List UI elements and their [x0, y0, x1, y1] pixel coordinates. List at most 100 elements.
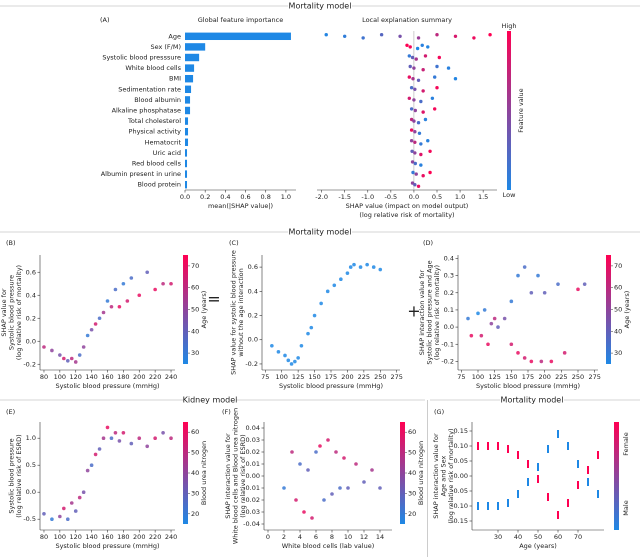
point [81, 345, 86, 349]
point [73, 509, 78, 513]
point [516, 273, 520, 278]
colorbar-high: High [502, 22, 517, 30]
point [310, 516, 314, 520]
x-tick-label: -1.0 [361, 193, 374, 201]
point [97, 316, 102, 321]
y-tick-label: 0.05 [454, 457, 468, 465]
x-tick-label: 125 [292, 373, 304, 381]
y-tick-label: -0.1 [441, 340, 454, 348]
x-tick-label: 75 [261, 373, 269, 381]
point [576, 287, 580, 292]
x-tick-label: 175 [522, 373, 534, 381]
colorbar [183, 255, 188, 364]
point [413, 130, 417, 134]
point [419, 99, 423, 104]
point [423, 54, 428, 58]
point [492, 316, 497, 321]
x-tick-label: 140 [85, 373, 97, 381]
point [50, 348, 54, 353]
point [437, 55, 442, 60]
point [412, 98, 416, 102]
operator: + [407, 302, 420, 321]
point [161, 281, 165, 286]
point [496, 325, 500, 329]
y-axis-label: Systolic blood pressure and Age [426, 260, 434, 364]
legend-label: Male [622, 500, 630, 515]
y-tick-label: -0.03 [243, 508, 260, 516]
y-tick-label: 0.10 [454, 442, 468, 450]
y-axis-label: SHAP interaction value for [432, 433, 440, 519]
y-tick-label: -0.15 [451, 517, 468, 525]
point [77, 495, 82, 500]
point [416, 36, 421, 40]
point [435, 64, 439, 69]
x-tick-label: -1.5 [338, 193, 351, 201]
y-axis-label: Systolic blood pressure [8, 438, 16, 513]
y-tick-label: -0.10 [451, 502, 468, 510]
x-tick-label: 70 [574, 533, 582, 541]
point [352, 262, 356, 267]
point [398, 34, 402, 38]
point [582, 282, 587, 286]
point [469, 333, 474, 338]
point [129, 276, 134, 280]
point [50, 517, 54, 521]
point [299, 343, 304, 348]
point [117, 439, 122, 443]
y-axis-note: (log relative risk of mortality) [433, 265, 441, 360]
point [421, 110, 425, 114]
point [409, 139, 414, 143]
x-axis-label: White blood cells (lab value) [282, 542, 375, 550]
point [378, 486, 382, 490]
point [522, 356, 527, 360]
colorbar-label: Blood urea nitrogen [200, 441, 208, 505]
point [549, 359, 554, 364]
point [318, 444, 322, 448]
y-tick-label: 0.00 [246, 472, 260, 480]
point [413, 140, 417, 144]
point [379, 33, 384, 37]
point [414, 172, 418, 176]
category-label: Alkaline phosphatase [112, 107, 181, 115]
colorbar-tick-label: 40 [614, 327, 622, 335]
point [542, 290, 547, 295]
point [423, 117, 428, 122]
colorbar-tick-label: 50 [408, 449, 416, 457]
colorbar [507, 31, 511, 190]
x-tick-label: 140 [85, 533, 97, 541]
x-tick-label: 240 [165, 373, 177, 381]
point [421, 68, 425, 72]
panel-label: (D) [423, 239, 433, 247]
category-label: BMI [169, 75, 181, 83]
y-tick-label: -0.5 [23, 515, 36, 523]
y-tick-label: -0.2 [441, 357, 454, 365]
x-tick-label: 100 [472, 373, 484, 381]
colorbar-tick-label: 40 [191, 327, 199, 335]
point [419, 152, 423, 157]
y-axis-label: without the age interaction [237, 268, 245, 357]
point [121, 281, 126, 286]
colorbar-tick-label: 60 [191, 428, 199, 436]
point [153, 436, 157, 441]
point [125, 299, 130, 303]
x-tick-label: 180 [117, 533, 129, 541]
point [413, 183, 417, 187]
x-tick-label: 225 [358, 373, 370, 381]
colorbar [400, 422, 405, 524]
x-axis-note: (log relative risk of mortality) [359, 211, 454, 219]
point [408, 64, 412, 69]
point [312, 313, 317, 318]
category-label: Sex (F/M) [150, 43, 181, 51]
x-axis-label: mean(|SHAP value|) [208, 202, 273, 210]
x-tick-label: 75 [457, 373, 465, 381]
point [370, 468, 374, 472]
point [410, 149, 414, 153]
y-tick-label: 0.0 [248, 336, 258, 344]
point [137, 436, 142, 441]
x-tick-label: 250 [572, 373, 584, 381]
x-tick-label: 30 [494, 533, 502, 541]
x-tick-label: 275 [391, 373, 403, 381]
point [338, 486, 342, 490]
point [65, 517, 70, 521]
point [516, 351, 520, 355]
